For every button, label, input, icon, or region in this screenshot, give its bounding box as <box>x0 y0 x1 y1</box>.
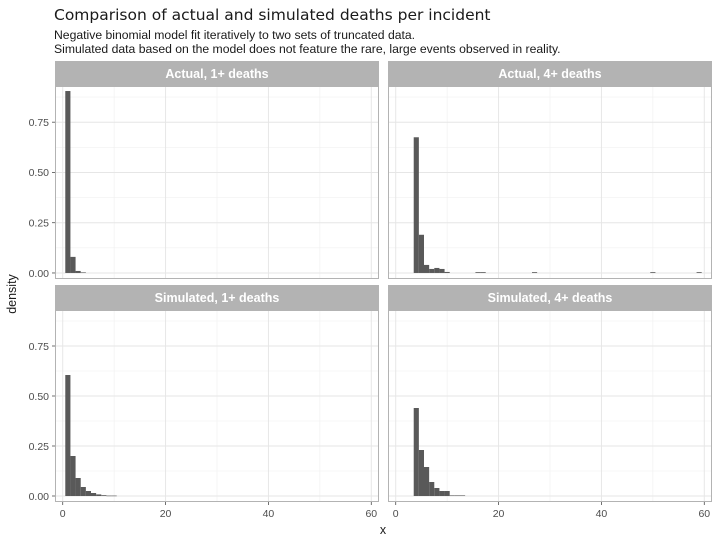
histogram-bar <box>413 137 419 273</box>
chart-title: Comparison of actual and simulated death… <box>54 6 491 24</box>
histogram-bar <box>444 491 450 496</box>
y-axis: 0.00 0.25 0.50 0.75 0.00 0.25 0.50 0.75 <box>29 117 55 503</box>
y-tick-label: 0.25 <box>29 441 50 453</box>
x-tick-label: 60 <box>365 508 377 520</box>
histogram-bar <box>460 495 466 496</box>
histogram-bar <box>696 272 702 273</box>
histogram-bar <box>85 491 91 496</box>
panel-border <box>388 86 712 279</box>
histogram-bar <box>413 408 419 496</box>
facet-panel: Simulated, 4+ deaths <box>388 285 712 502</box>
y-tick-label: 0.00 <box>29 268 50 280</box>
facet-panel: Actual, 4+ deaths <box>388 61 712 279</box>
histogram-bar <box>418 450 424 496</box>
facet-strip <box>388 61 712 86</box>
x-tick-label: 0 <box>60 508 66 520</box>
x-axis-title: x <box>380 523 387 537</box>
x-tick-label: 20 <box>493 508 505 520</box>
histogram-bar <box>454 495 460 496</box>
y-tick-label: 0.00 <box>29 491 50 503</box>
histogram-bar <box>532 272 538 273</box>
facet-strip <box>55 285 379 310</box>
facet-strip <box>388 285 712 310</box>
histogram-bar <box>480 272 486 273</box>
histogram-bar <box>80 272 86 273</box>
histogram-bar <box>429 482 435 496</box>
panel-border <box>55 86 379 279</box>
histogram-bar <box>449 495 455 496</box>
facet-strip <box>55 61 379 86</box>
panel-border <box>55 310 379 502</box>
histogram-bar <box>65 91 71 273</box>
y-tick-label: 0.50 <box>29 167 50 179</box>
chart-subtitle-line-2: Simulated data based on the model does n… <box>54 42 561 56</box>
y-tick-label: 0.25 <box>29 218 50 230</box>
histogram-bar <box>475 272 481 273</box>
histogram-bar <box>434 488 440 496</box>
histogram-bar <box>65 375 71 496</box>
panel-border <box>388 310 712 502</box>
histogram-bar <box>439 268 445 273</box>
facet-strip-label: Actual, 1+ deaths <box>165 67 268 81</box>
histogram-bar <box>424 467 430 496</box>
histogram-bar <box>75 270 81 273</box>
x-tick-label: 60 <box>698 508 710 520</box>
histogram-bar <box>70 456 76 496</box>
chart-subtitle-line-1: Negative binomial model fit iteratively … <box>54 28 415 42</box>
histogram-bar <box>418 234 424 273</box>
y-tick-label: 0.75 <box>29 341 50 353</box>
histogram-bar <box>91 493 97 496</box>
histogram-bar <box>70 256 76 273</box>
x-tick-label: 40 <box>263 508 275 520</box>
facet-panel: Actual, 1+ deaths <box>55 61 379 279</box>
histogram-bar <box>444 271 450 273</box>
histogram-bar <box>111 495 117 497</box>
facet-strip-label: Actual, 4+ deaths <box>498 67 601 81</box>
facet-strip-label: Simulated, 4+ deaths <box>488 291 613 305</box>
histogram-bar <box>424 264 430 273</box>
histogram-bar <box>80 487 86 496</box>
facet-strip-label: Simulated, 1+ deaths <box>155 291 280 305</box>
histogram-bar <box>429 268 435 273</box>
histogram-bar <box>439 491 445 496</box>
x-tick-label: 40 <box>596 508 608 520</box>
x-tick-label: 0 <box>393 508 399 520</box>
facet-panel: Simulated, 1+ deaths <box>55 285 379 502</box>
y-axis-title: density <box>5 273 19 313</box>
x-tick-label: 20 <box>160 508 172 520</box>
histogram-bar <box>101 495 107 496</box>
histogram-bar <box>75 478 81 496</box>
x-axis: 0 20 40 60 0 20 40 60 <box>60 502 710 520</box>
histogram-bar <box>650 272 656 273</box>
y-tick-label: 0.75 <box>29 117 50 129</box>
histogram-bar <box>434 267 440 273</box>
histogram-bar <box>96 494 102 496</box>
y-tick-label: 0.50 <box>29 391 50 403</box>
facet-panels: Actual, 1+ deaths Actual, 4+ deaths Simula… <box>55 61 712 502</box>
histogram-bar <box>106 495 112 497</box>
